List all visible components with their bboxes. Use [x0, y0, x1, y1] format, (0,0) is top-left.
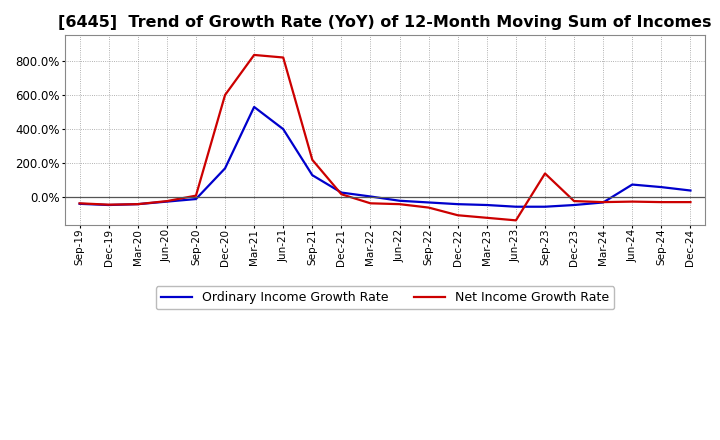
- Net Income Growth Rate: [512, 218, 521, 223]
- Net Income Growth Rate: [541, 171, 549, 176]
- Net Income Growth Rate: [657, 199, 666, 205]
- Net Income Growth Rate: [454, 213, 462, 218]
- Title: [6445]  Trend of Growth Rate (YoY) of 12-Month Moving Sum of Incomes: [6445] Trend of Growth Rate (YoY) of 12-…: [58, 15, 712, 30]
- Net Income Growth Rate: [104, 202, 113, 207]
- Ordinary Income Growth Rate: [337, 190, 346, 195]
- Ordinary Income Growth Rate: [686, 188, 695, 193]
- Ordinary Income Growth Rate: [395, 198, 404, 203]
- Ordinary Income Growth Rate: [657, 184, 666, 190]
- Net Income Growth Rate: [250, 52, 258, 58]
- Net Income Growth Rate: [482, 215, 491, 220]
- Net Income Growth Rate: [163, 198, 171, 204]
- Net Income Growth Rate: [686, 199, 695, 205]
- Ordinary Income Growth Rate: [599, 200, 608, 205]
- Net Income Growth Rate: [424, 205, 433, 210]
- Ordinary Income Growth Rate: [628, 182, 636, 187]
- Ordinary Income Growth Rate: [221, 166, 230, 171]
- Ordinary Income Growth Rate: [454, 202, 462, 207]
- Net Income Growth Rate: [628, 199, 636, 204]
- Ordinary Income Growth Rate: [76, 201, 84, 206]
- Net Income Growth Rate: [192, 193, 200, 198]
- Ordinary Income Growth Rate: [482, 202, 491, 208]
- Ordinary Income Growth Rate: [104, 202, 113, 208]
- Net Income Growth Rate: [337, 192, 346, 197]
- Ordinary Income Growth Rate: [133, 202, 142, 207]
- Net Income Growth Rate: [221, 92, 230, 98]
- Ordinary Income Growth Rate: [570, 202, 578, 208]
- Ordinary Income Growth Rate: [250, 104, 258, 110]
- Net Income Growth Rate: [366, 201, 375, 206]
- Ordinary Income Growth Rate: [366, 194, 375, 199]
- Line: Net Income Growth Rate: Net Income Growth Rate: [80, 55, 690, 220]
- Net Income Growth Rate: [599, 199, 608, 205]
- Ordinary Income Growth Rate: [512, 204, 521, 209]
- Line: Ordinary Income Growth Rate: Ordinary Income Growth Rate: [80, 107, 690, 207]
- Net Income Growth Rate: [308, 157, 317, 162]
- Net Income Growth Rate: [76, 201, 84, 206]
- Net Income Growth Rate: [570, 198, 578, 204]
- Net Income Growth Rate: [133, 202, 142, 207]
- Ordinary Income Growth Rate: [163, 199, 171, 204]
- Ordinary Income Growth Rate: [424, 200, 433, 205]
- Ordinary Income Growth Rate: [541, 204, 549, 209]
- Ordinary Income Growth Rate: [192, 196, 200, 202]
- Net Income Growth Rate: [279, 55, 287, 60]
- Net Income Growth Rate: [395, 202, 404, 207]
- Ordinary Income Growth Rate: [308, 172, 317, 178]
- Legend: Ordinary Income Growth Rate, Net Income Growth Rate: Ordinary Income Growth Rate, Net Income …: [156, 286, 614, 309]
- Ordinary Income Growth Rate: [279, 126, 287, 132]
